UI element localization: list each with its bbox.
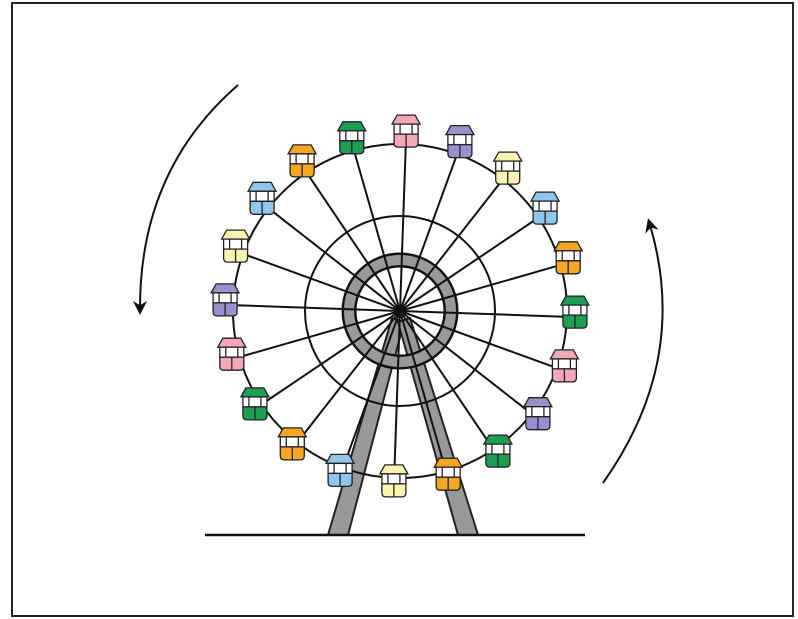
gondola	[392, 115, 420, 147]
gondola	[561, 296, 589, 328]
gondola	[338, 122, 366, 154]
gondola-roof	[524, 398, 552, 407]
gondola	[484, 435, 512, 467]
gondola-roof	[554, 242, 582, 251]
gondola-roof	[211, 284, 239, 293]
gondola-window	[394, 124, 418, 134]
gondola-roof	[338, 122, 366, 131]
gondola-roof	[326, 454, 354, 463]
gondola-roof	[392, 115, 420, 124]
gondola	[446, 126, 474, 158]
gondola-window	[290, 154, 314, 164]
gondola-roof	[531, 192, 559, 201]
gondola	[218, 338, 246, 370]
gondola	[241, 388, 269, 420]
gondola-roof	[248, 182, 276, 191]
gondola-roof	[434, 458, 462, 467]
gondola-window	[328, 463, 352, 473]
gondola-window	[224, 239, 248, 249]
gondola-window	[250, 191, 274, 201]
gondola-window	[533, 201, 557, 211]
gondola	[524, 398, 552, 430]
gondola	[380, 465, 408, 497]
gondola-roof	[241, 388, 269, 397]
gondola-roof	[218, 338, 246, 347]
illustration	[0, 0, 798, 619]
gondola-window	[496, 161, 520, 171]
gondola-window	[556, 251, 580, 261]
gondola	[248, 182, 276, 214]
gondola-roof	[446, 126, 474, 135]
gondola	[278, 428, 306, 460]
gondola-roof	[494, 152, 522, 161]
gondola-roof	[550, 350, 578, 359]
gondola-roof	[288, 145, 316, 154]
gondola-window	[280, 437, 304, 447]
gondola-window	[243, 397, 267, 407]
gondola-window	[220, 347, 244, 357]
gondola-roof	[380, 465, 408, 474]
gondola	[326, 454, 354, 486]
gondola-window	[526, 407, 550, 417]
gondola-roof	[222, 230, 250, 239]
gondola-window	[340, 131, 364, 141]
gondola-roof	[561, 296, 589, 305]
gondola	[554, 242, 582, 274]
gondola-window	[552, 359, 576, 369]
gondola-window	[213, 293, 237, 303]
gondola-roof	[484, 435, 512, 444]
gondola-window	[486, 444, 510, 454]
gondola	[211, 284, 239, 316]
gondola	[288, 145, 316, 177]
gondola-window	[436, 467, 460, 477]
gondola-roof	[278, 428, 306, 437]
gondola	[550, 350, 578, 382]
gondola-window	[563, 305, 587, 315]
gondola	[222, 230, 250, 262]
gondola-window	[448, 135, 472, 145]
gondola	[531, 192, 559, 224]
gondola	[434, 458, 462, 490]
gondola	[494, 152, 522, 184]
gondola-window	[382, 474, 406, 484]
